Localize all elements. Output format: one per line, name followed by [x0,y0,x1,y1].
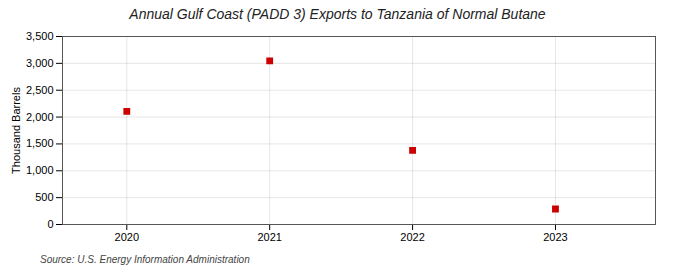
svg-text:2,000: 2,000 [26,111,54,123]
html-text:Annual Gulf Coast (PADD 3) Exp: Annual Gulf Coast (PADD 3) Exports to Ta… [129,6,546,22]
svg-text:3,500: 3,500 [26,30,54,42]
svg-text:0: 0 [47,218,53,230]
svg-text:2022: 2022 [400,231,424,243]
svg-text:2021: 2021 [257,231,281,243]
svg-text:2020: 2020 [115,231,139,243]
svg-text:1,000: 1,000 [26,164,54,176]
html-text:Source: U.S. Energy Informatio: Source: U.S. Energy Information Administ… [40,254,250,265]
svg-text:2,500: 2,500 [26,84,54,96]
svg-text:2023: 2023 [543,231,567,243]
svg-text:500: 500 [35,191,53,203]
svg-text:1,500: 1,500 [26,137,54,149]
svg-text:Thousand Barrels: Thousand Barrels [10,87,22,174]
svg-text:3,000: 3,000 [26,57,54,69]
